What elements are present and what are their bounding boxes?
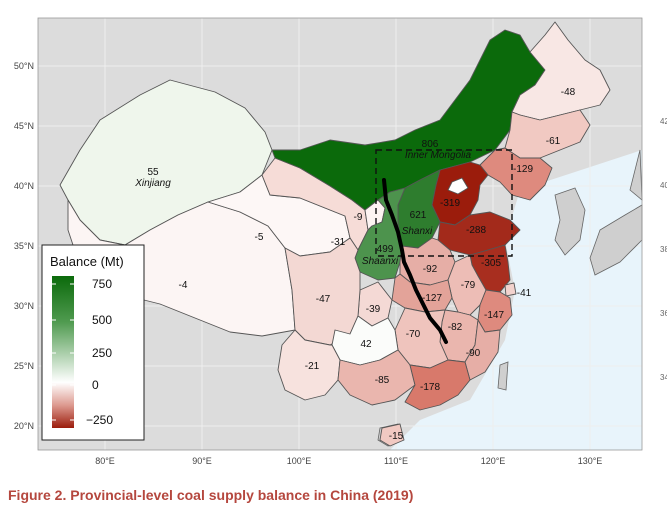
legend-tick-250: 250 xyxy=(92,346,112,360)
right-edge-tick-42: 42 xyxy=(660,117,667,126)
sichuan-value: -47 xyxy=(316,294,331,305)
xinjiang-value: 55 xyxy=(147,167,159,178)
legend-tick-neg250: −250 xyxy=(86,413,113,427)
jiangxi-value: -82 xyxy=(448,322,463,333)
lon-tick-130: 130°E xyxy=(578,456,603,466)
shanghai-value: -41 xyxy=(517,288,532,299)
plot-frame xyxy=(37,17,643,451)
guangdong-value: -178 xyxy=(420,382,440,393)
lat-tick-20: 20°N xyxy=(14,421,34,431)
guangxi-value: -85 xyxy=(375,375,390,386)
color-legend: Balance (Mt) 750 500 250 0 −250 xyxy=(41,244,145,441)
province-sichuan xyxy=(284,237,361,346)
province-hubei xyxy=(391,273,453,313)
qinghai-value: -5 xyxy=(255,232,264,243)
jilin-value: -61 xyxy=(546,136,561,147)
lon-tick-80: 80°E xyxy=(95,456,115,466)
study-area-box xyxy=(375,149,513,257)
lon-tick-120: 120°E xyxy=(481,456,506,466)
gansu-value: -31 xyxy=(331,237,346,248)
lat-tick-30: 30°N xyxy=(14,301,34,311)
province-yunnan xyxy=(277,329,341,401)
inner-mongolia-value: 806 xyxy=(422,139,439,150)
henan-value: -92 xyxy=(423,264,438,275)
coal-transport-route xyxy=(382,178,448,344)
right-edge-tick-38: 38 xyxy=(660,245,667,254)
right-edge-tick-36: 36 xyxy=(660,309,667,318)
legend-tick-0: 0 xyxy=(92,378,99,392)
legend-title: Balance (Mt) xyxy=(50,254,124,269)
anhui-value: -79 xyxy=(461,280,476,291)
hebei-value: -319 xyxy=(440,198,460,209)
figure-caption: Figure 2. Provincial-level coal supply b… xyxy=(8,487,414,503)
lat-tick-25: 25°N xyxy=(14,361,34,371)
heilongjiang-value: -48 xyxy=(561,87,576,98)
lat-tick-40: 40°N xyxy=(14,181,34,191)
hainan-value: -15 xyxy=(389,431,404,442)
xinjiang-name: Xinjiang xyxy=(134,178,171,189)
lat-tick-35: 35°N xyxy=(14,241,34,251)
shaanxi-name: Shaanxi xyxy=(362,256,399,267)
china-coal-balance-map: 806 Inner Mongolia 55 Xinjiang 621 Shanx… xyxy=(14,17,667,466)
yunnan-value: -21 xyxy=(305,361,320,372)
lon-tick-110: 110°E xyxy=(384,456,408,466)
shaanxi-value: 499 xyxy=(377,244,394,255)
legend-tick-500: 500 xyxy=(92,313,112,327)
hunan-value: -70 xyxy=(406,329,421,340)
neighbour-land xyxy=(377,149,643,447)
lon-tick-100: 100°E xyxy=(287,456,312,466)
zhejiang-value: -147 xyxy=(484,310,504,321)
right-edge-tick-40: 40 xyxy=(660,181,667,190)
shanxi-value: 621 xyxy=(410,210,427,221)
right-edge-tick-34: 34 xyxy=(660,373,667,382)
province-fujian xyxy=(464,319,501,381)
lon-tick-90: 90°E xyxy=(192,456,212,466)
legend-color-bar xyxy=(52,276,74,428)
province-hainan xyxy=(379,423,405,447)
shanxi-name: Shanxi xyxy=(402,226,433,237)
province-guangdong xyxy=(404,359,471,411)
jiangsu-value: -305 xyxy=(481,258,501,269)
chongqing-value: -39 xyxy=(366,304,381,315)
ningxia-value: -9 xyxy=(354,212,363,223)
tibet-value: -4 xyxy=(179,280,188,291)
legend-tick-750: 750 xyxy=(92,277,112,291)
liaoning-value: -129 xyxy=(513,164,533,175)
shandong-value: -288 xyxy=(466,225,486,236)
inner-mongolia-name: Inner Mongolia xyxy=(405,150,472,161)
lat-tick-50: 50°N xyxy=(14,61,34,71)
province-beijing xyxy=(447,177,469,195)
province-shanghai xyxy=(504,282,517,297)
fujian-value: -90 xyxy=(466,348,481,359)
lat-tick-45: 45°N xyxy=(14,121,34,131)
guizhou-value: 42 xyxy=(360,339,372,350)
hubei-value: -127 xyxy=(422,293,442,304)
